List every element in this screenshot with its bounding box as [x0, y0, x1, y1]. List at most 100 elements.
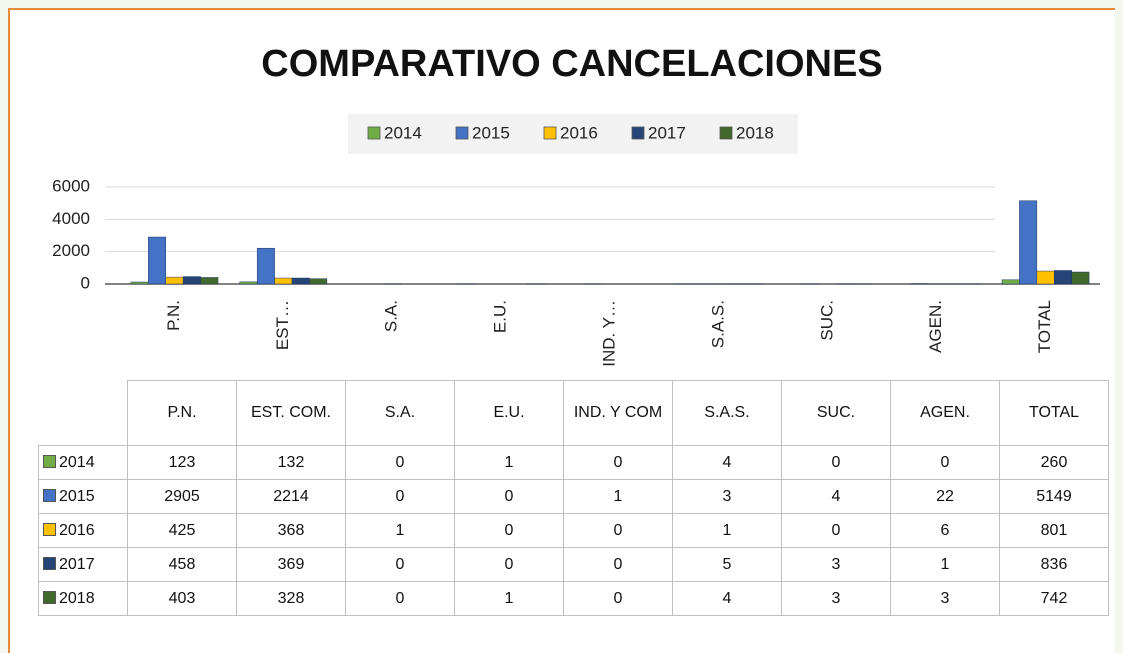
- table-row: 2017 458 369 0 0 0 5 3 1 836: [38, 547, 1109, 582]
- bar: [200, 277, 219, 285]
- table-cell: 0: [563, 547, 673, 582]
- table-row: 2016 425 368 1 0 0 1 0 6 801: [38, 513, 1109, 548]
- bar: [1036, 270, 1055, 285]
- table-cell: 0: [781, 513, 891, 548]
- series-label: 2015: [59, 487, 95, 505]
- x-tick-label: SUC.: [817, 300, 836, 341]
- table-cell: 0: [454, 513, 564, 548]
- table-cell: 5149: [999, 479, 1109, 514]
- legend-label: 2014: [384, 123, 422, 142]
- table-cell: 4: [672, 581, 782, 616]
- table-cell: 801: [999, 513, 1109, 548]
- table-cell: 0: [890, 445, 1000, 480]
- table-cell: 2214: [236, 479, 346, 514]
- table-header: EST. COM.: [236, 380, 346, 446]
- table-cell: 1: [454, 445, 564, 480]
- legend-swatch: [719, 126, 733, 140]
- table-cell: 132: [236, 445, 346, 480]
- legend-swatch: [631, 126, 645, 140]
- x-tick-label: TOTAL: [1035, 300, 1054, 353]
- legend-key: [43, 556, 56, 570]
- table-corner: [38, 380, 128, 446]
- table-header: S.A.: [345, 380, 455, 446]
- table-header: SUC.: [781, 380, 891, 446]
- legend-key: [43, 522, 56, 536]
- legend-swatch: [543, 126, 557, 140]
- table-row-header: 2018: [38, 581, 128, 616]
- table-cell: 0: [781, 445, 891, 480]
- table-cell: 369: [236, 547, 346, 582]
- x-tick-label: EST…: [273, 300, 292, 350]
- table-cell: 0: [345, 445, 455, 480]
- table-header: IND. Y COM: [563, 380, 673, 446]
- legend-label: 2018: [736, 123, 774, 142]
- table-cell: 0: [563, 445, 673, 480]
- table-cell: 6: [890, 513, 1000, 548]
- table-header: TOTAL: [999, 380, 1109, 446]
- legend-label: 2016: [560, 123, 598, 142]
- bar: [182, 276, 201, 285]
- table-cell: 1: [672, 513, 782, 548]
- table-cell: 3: [672, 479, 782, 514]
- bar: [291, 277, 310, 285]
- bar: [148, 236, 166, 285]
- table-cell: 123: [127, 445, 237, 480]
- table-header: AGEN.: [890, 380, 1000, 446]
- table-cell: 3: [781, 547, 891, 582]
- legend-swatch: [367, 126, 381, 140]
- y-tick-label: 6000: [52, 176, 90, 195]
- legend-swatch: [455, 126, 469, 140]
- y-tick-label: 4000: [52, 209, 90, 228]
- table-cell: 1: [345, 513, 455, 548]
- bar: [165, 276, 184, 285]
- table-cell: 2905: [127, 479, 237, 514]
- table-row: 2014 123 132 0 1 0 4 0 0 260: [38, 445, 1109, 480]
- table-cell: 4: [672, 445, 782, 480]
- legend-label: 2015: [472, 123, 510, 142]
- table-cell: 0: [345, 581, 455, 616]
- table-header: S.A.S.: [672, 380, 782, 446]
- series-label: 2018: [59, 589, 95, 607]
- table-cell: 22: [890, 479, 1000, 514]
- legend-label: 2017: [648, 123, 686, 142]
- bar: [1071, 271, 1090, 285]
- data-table: P.N. EST. COM. S.A. E.U. IND. Y COM S.A.S. SUC…: [38, 380, 1109, 616]
- table-row-header: 2017: [38, 547, 128, 582]
- table-cell: 3: [890, 581, 1000, 616]
- table-cell: 368: [236, 513, 346, 548]
- bar: [1054, 270, 1072, 285]
- table-row-header: 2015: [38, 479, 128, 514]
- x-tick-label: P.N.: [164, 300, 183, 331]
- table-cell: 1: [454, 581, 564, 616]
- table-header-row: P.N. EST. COM. S.A. E.U. IND. Y COM S.A.S. SUC…: [38, 380, 1109, 446]
- table-cell: 425: [127, 513, 237, 548]
- table-row-header: 2014: [38, 445, 128, 480]
- x-tick-label: AGEN.: [926, 300, 945, 353]
- table-cell: 1: [563, 479, 673, 514]
- bar: [1019, 200, 1038, 285]
- table-cell: 742: [999, 581, 1109, 616]
- table-cell: 328: [236, 581, 346, 616]
- table-row: 2018 403 328 0 1 0 4 3 3 742: [38, 581, 1109, 616]
- x-tick-label: S.A.: [382, 300, 401, 332]
- bar: [309, 278, 328, 285]
- bar: [130, 281, 149, 285]
- table-header: E.U.: [454, 380, 564, 446]
- table-cell: 403: [127, 581, 237, 616]
- table-header: P.N.: [127, 380, 237, 446]
- legend-key: [43, 454, 56, 468]
- x-tick-label: E.U.: [491, 300, 510, 333]
- table-cell: 0: [454, 547, 564, 582]
- bar: [1001, 279, 1020, 285]
- table-cell: 0: [345, 547, 455, 582]
- table-cell: 0: [345, 479, 455, 514]
- table-cell: 836: [999, 547, 1109, 582]
- legend-key: [43, 590, 56, 604]
- table-cell: 0: [563, 581, 673, 616]
- table-cell: 3: [781, 581, 891, 616]
- series-label: 2017: [59, 555, 95, 573]
- legend-key: [43, 488, 56, 502]
- bar: [256, 247, 275, 285]
- chart-title: COMPARATIVO CANCELACIONES: [261, 43, 882, 85]
